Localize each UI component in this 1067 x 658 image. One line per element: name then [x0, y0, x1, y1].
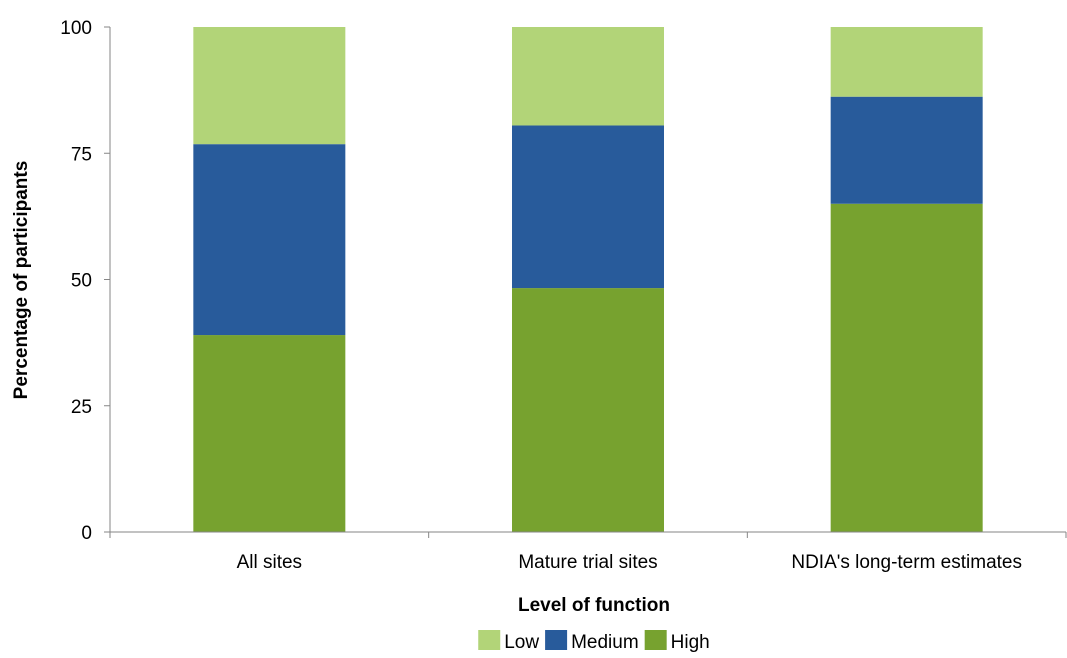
- bar-high-2: [830, 203, 983, 532]
- legend-swatch-medium: [545, 630, 568, 650]
- x-axis-title: Level of function: [518, 595, 670, 616]
- legend-label-medium: Medium: [571, 632, 639, 653]
- x-tick-label: NDIA's long-term estimates: [791, 552, 1022, 573]
- bar-medium-0: [193, 144, 346, 336]
- bar-low-2: [830, 27, 983, 97]
- y-tick-label: 50: [71, 271, 92, 292]
- bar-high-0: [193, 335, 346, 532]
- y-tick-label: 25: [71, 397, 92, 418]
- legend-swatch-high: [644, 630, 667, 650]
- legend-label-low: Low: [504, 632, 539, 653]
- legend: Low Medium High: [478, 630, 710, 653]
- x-tick-label: All sites: [237, 552, 302, 573]
- bar-medium-2: [830, 96, 983, 204]
- y-tick-label: 0: [81, 523, 92, 544]
- y-tick-label: 75: [71, 144, 92, 165]
- x-tick-label: Mature trial sites: [518, 552, 657, 573]
- bar-high-1: [512, 288, 664, 532]
- legend-label-high: High: [671, 632, 710, 653]
- y-tick-label: 100: [60, 18, 92, 39]
- bars: [193, 27, 983, 532]
- legend-swatch-low: [478, 630, 501, 650]
- x-axis-tick-labels: All sites Mature trial sites NDIA's long-t…: [109, 532, 1067, 573]
- y-axis-ticks: 0 25 50 75 100: [60, 18, 110, 544]
- y-axis-title: Percentage of participants: [11, 161, 32, 400]
- bar-low-0: [193, 27, 346, 145]
- bar-low-1: [512, 27, 664, 126]
- bar-medium-1: [512, 125, 664, 289]
